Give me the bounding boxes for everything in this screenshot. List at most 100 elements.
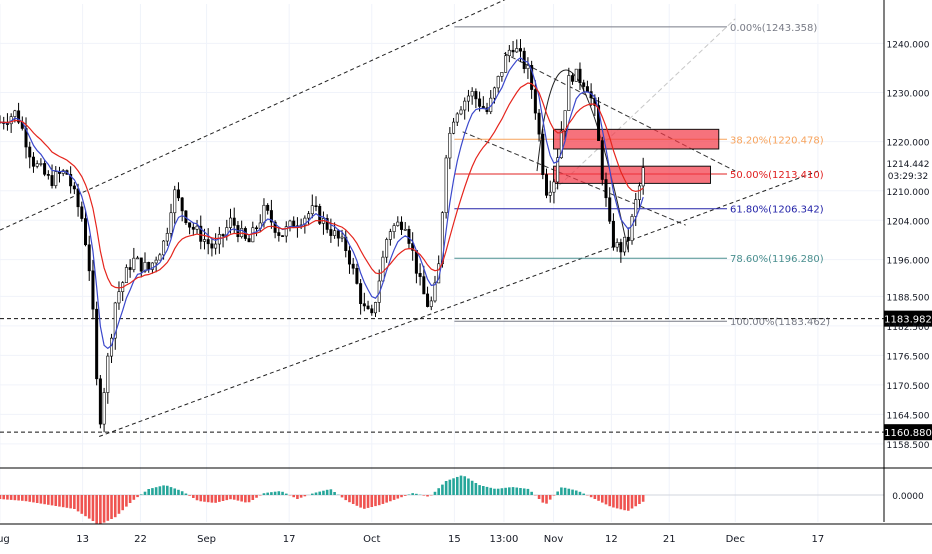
candle-body: [508, 50, 510, 55]
oscillator-bar: [423, 495, 426, 496]
oscillator-bar: [642, 495, 645, 502]
time-tick-label: Sep: [197, 534, 216, 545]
oscillator-bar: [434, 492, 437, 495]
oscillator-bar: [285, 494, 288, 495]
candle-body: [579, 69, 581, 83]
candle-body: [207, 240, 209, 244]
oscillator-bar: [300, 495, 303, 498]
oscillator-bar: [471, 481, 474, 495]
oscillator-bar: [92, 495, 95, 521]
candle-body: [356, 268, 358, 283]
candle-body: [129, 267, 131, 269]
oscillator-bar: [449, 480, 452, 495]
oscillator-bar: [43, 495, 46, 504]
price-tick-label: 1230.000: [887, 89, 930, 99]
oscillator-bar: [196, 495, 199, 500]
candle-body: [95, 309, 97, 379]
candle-body: [385, 239, 387, 257]
oscillator-bar: [311, 494, 314, 495]
candle-body: [40, 163, 42, 164]
candle-body: [612, 221, 614, 247]
oscillator-bar: [118, 495, 121, 514]
oscillator-bar: [40, 495, 43, 504]
oscillator-bar: [504, 488, 507, 495]
oscillator-bar: [318, 492, 321, 495]
oscillator-bar: [88, 495, 91, 519]
oscillator-bar: [159, 486, 162, 495]
oscillator-bar: [370, 495, 373, 507]
oscillator-bar: [341, 495, 344, 497]
oscillator-bar: [374, 495, 377, 506]
candle-body: [616, 242, 618, 247]
supply-zone-rect: [554, 129, 719, 149]
candle-body: [81, 207, 83, 219]
channel-upper-line: [0, 0, 603, 230]
oscillator-bar: [233, 495, 236, 500]
candle-body: [423, 277, 425, 294]
oscillator-bar: [95, 495, 98, 523]
oscillator-bar: [66, 495, 69, 508]
oscillator-bar: [441, 485, 444, 495]
oscillator-bar: [248, 495, 251, 502]
candle-body: [170, 213, 172, 234]
candle-body: [404, 229, 406, 230]
oscillator-bar: [452, 478, 455, 495]
oscillator-bar: [489, 488, 492, 495]
oscillator-bar: [107, 495, 110, 521]
oscillator-bar: [28, 495, 31, 502]
candle-body: [456, 114, 458, 122]
candle-body: [627, 237, 629, 240]
candle-body: [263, 205, 265, 223]
candle-body: [493, 88, 495, 98]
oscillator-bar: [415, 494, 418, 495]
oscillator-bar: [292, 495, 295, 497]
candle-body: [374, 302, 376, 312]
oscillator-bar: [166, 486, 169, 495]
candle-body: [519, 48, 521, 51]
candle-body: [501, 72, 503, 76]
fib-level-label: 78.60%(1196.280): [730, 254, 824, 265]
oscillator-bar: [348, 495, 351, 502]
candle-body: [367, 306, 369, 309]
candle-body: [174, 190, 176, 213]
oscillator-bar: [478, 485, 481, 495]
candle-body: [136, 258, 138, 259]
oscillator-bar: [460, 476, 463, 495]
candle-body: [36, 164, 38, 167]
candle-body: [359, 284, 361, 304]
oscillator-bar: [214, 495, 217, 503]
oscillator-bar: [181, 491, 184, 495]
candle-body: [512, 50, 514, 52]
price-tick-label: 1158.500: [887, 441, 930, 451]
oscillator-bar: [356, 495, 359, 506]
oscillator-bar: [99, 495, 102, 524]
candle-body: [337, 231, 339, 238]
oscillator-bar: [225, 495, 228, 500]
candle-body: [88, 245, 90, 271]
candle-body: [631, 216, 633, 240]
candle-body: [623, 237, 625, 252]
candle-body: [400, 222, 402, 230]
oscillator-bar: [315, 493, 318, 496]
candle-body: [166, 233, 168, 241]
oscillator-bar: [571, 490, 574, 495]
oscillator-bar: [103, 495, 106, 523]
oscillator-bar: [54, 495, 57, 506]
candle-body: [534, 90, 536, 114]
candle-body: [55, 172, 57, 186]
oscillator-bar: [553, 495, 556, 496]
oscillator-bar: [110, 495, 113, 519]
candle-body: [482, 106, 484, 107]
candle-body: [586, 87, 588, 92]
candle-body: [77, 189, 79, 207]
candle-body: [222, 234, 224, 235]
candle-body: [397, 222, 399, 226]
oscillator-bar: [14, 495, 17, 500]
candle-body: [125, 267, 127, 282]
oscillator-bar: [382, 495, 385, 504]
oscillator-bar: [538, 495, 541, 499]
oscillator-bar: [616, 495, 619, 508]
oscillator-bar: [541, 495, 544, 503]
